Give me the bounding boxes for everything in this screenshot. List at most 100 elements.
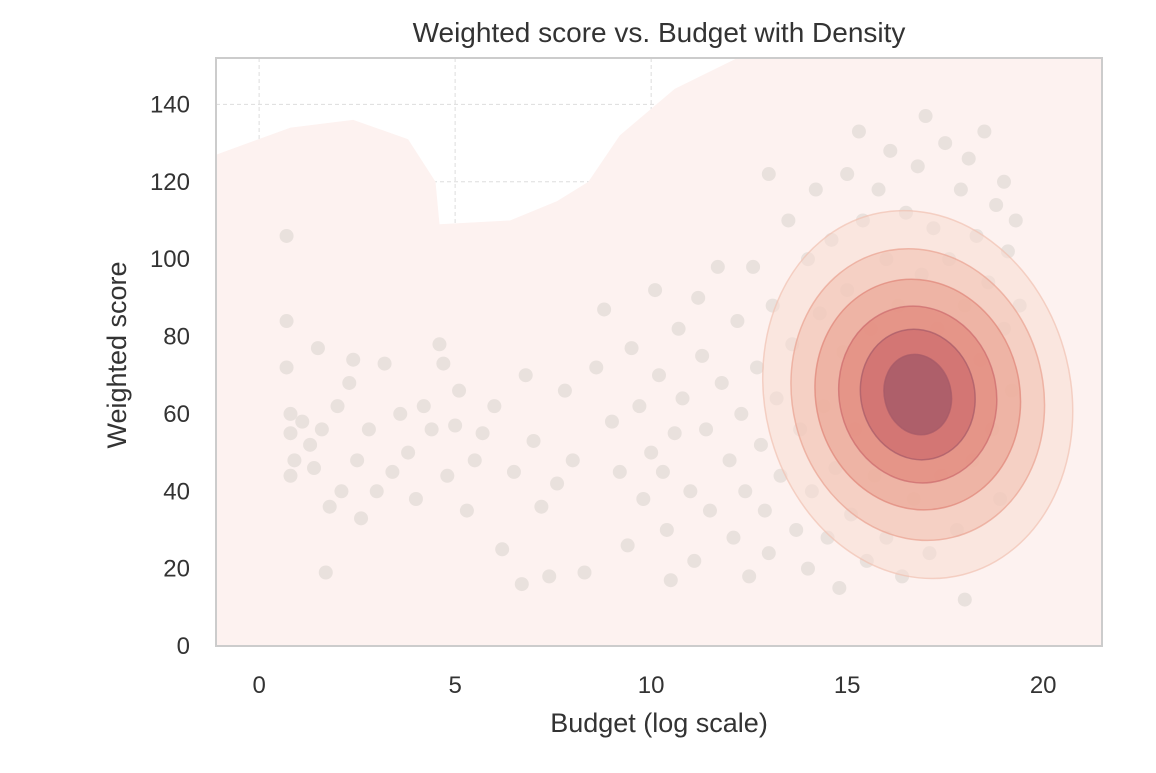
data-point xyxy=(722,453,737,468)
data-point xyxy=(789,522,804,537)
data-point xyxy=(636,492,651,506)
data-point xyxy=(557,383,572,398)
data-point xyxy=(652,368,666,383)
x-tick-label: 20 xyxy=(1030,672,1057,699)
data-point xyxy=(354,511,369,526)
data-point xyxy=(295,414,310,429)
data-point xyxy=(977,124,992,139)
data-point xyxy=(514,577,529,592)
x-tick-label: 10 xyxy=(638,672,665,699)
y-tick-label: 60 xyxy=(163,401,190,428)
data-point xyxy=(750,360,765,375)
data-point xyxy=(883,143,898,158)
data-point xyxy=(655,464,670,479)
data-point xyxy=(467,453,482,468)
data-point xyxy=(738,484,753,499)
density-level-6 xyxy=(883,353,953,436)
data-point xyxy=(542,569,557,584)
x-tick-labels: 0 5 10 15 20 xyxy=(252,672,1056,699)
data-point xyxy=(346,352,361,367)
data-point xyxy=(620,538,635,553)
y-tick-label: 0 xyxy=(177,633,190,660)
data-point xyxy=(495,542,510,557)
data-point xyxy=(350,453,365,468)
data-point xyxy=(714,375,729,390)
data-point xyxy=(910,159,925,174)
data-point xyxy=(459,503,474,518)
y-tick-labels: 0 20 40 60 80 100 120 140 xyxy=(150,91,190,660)
data-point xyxy=(424,422,439,437)
data-point xyxy=(416,399,431,414)
data-point xyxy=(726,530,741,545)
data-point xyxy=(742,569,757,584)
data-point xyxy=(440,468,455,483)
data-point xyxy=(644,445,659,460)
data-point xyxy=(667,426,682,441)
data-point xyxy=(957,592,972,607)
data-point xyxy=(996,174,1011,189)
data-point xyxy=(800,561,815,576)
data-point xyxy=(757,503,772,518)
data-point xyxy=(401,445,416,460)
data-point xyxy=(334,484,349,499)
data-point xyxy=(318,565,333,580)
data-point xyxy=(753,437,768,452)
y-axis-label: Weighted score xyxy=(102,261,132,448)
data-point xyxy=(303,437,318,452)
data-point xyxy=(702,503,717,518)
data-point xyxy=(307,461,322,476)
data-point xyxy=(377,356,392,371)
y-tick-label: 40 xyxy=(163,478,190,505)
data-point xyxy=(604,414,619,429)
data-point xyxy=(526,433,541,448)
data-point xyxy=(734,406,749,421)
data-point xyxy=(687,553,702,568)
data-point xyxy=(565,453,580,468)
x-tick-label: 5 xyxy=(448,672,461,699)
data-point xyxy=(283,426,298,441)
data-point xyxy=(448,418,463,433)
data-point xyxy=(322,499,337,514)
data-point xyxy=(589,360,604,375)
chart-title: Weighted score vs. Budget with Density xyxy=(413,17,906,48)
data-point xyxy=(361,422,376,437)
y-tick-label: 80 xyxy=(163,324,190,351)
data-point xyxy=(851,124,866,139)
data-point xyxy=(671,321,686,336)
data-point xyxy=(961,151,976,166)
data-point xyxy=(953,182,968,197)
data-point xyxy=(452,383,467,398)
data-point xyxy=(436,356,451,371)
data-point xyxy=(487,399,502,414)
data-point xyxy=(730,314,745,329)
y-tick-label: 100 xyxy=(150,246,190,273)
data-point xyxy=(408,492,423,506)
data-point xyxy=(534,499,549,514)
data-point xyxy=(330,399,345,414)
data-point xyxy=(808,182,823,197)
x-tick-label: 0 xyxy=(252,672,265,699)
data-point xyxy=(648,283,663,298)
data-point xyxy=(632,399,647,414)
data-point xyxy=(624,341,639,356)
data-point xyxy=(746,259,761,274)
data-point xyxy=(314,422,329,437)
data-point xyxy=(283,406,298,421)
data-point xyxy=(612,464,627,479)
data-point xyxy=(695,348,710,363)
data-point xyxy=(393,406,408,421)
plot-frame xyxy=(215,57,1103,647)
data-point xyxy=(369,484,384,499)
data-point xyxy=(675,391,690,406)
data-point xyxy=(279,314,294,329)
data-point xyxy=(279,360,294,375)
data-point xyxy=(518,368,533,383)
data-point xyxy=(761,167,776,182)
data-point xyxy=(432,337,447,352)
data-point xyxy=(577,565,592,580)
data-point xyxy=(659,522,674,537)
data-point xyxy=(385,464,400,479)
data-point xyxy=(475,426,490,441)
